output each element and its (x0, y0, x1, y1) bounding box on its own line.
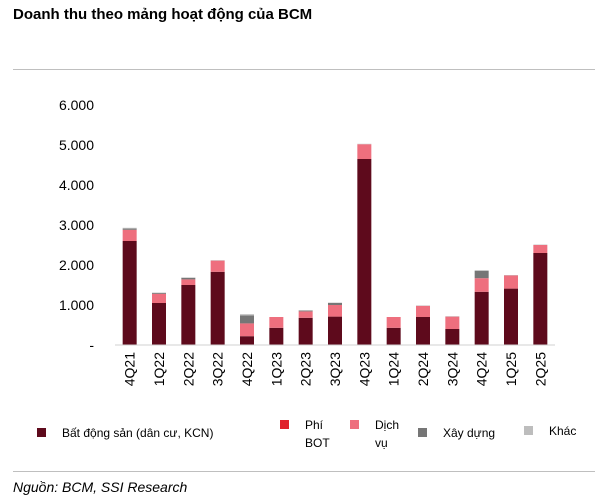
legend-item-bot-fee: Phí BOT (280, 416, 330, 452)
x-tick-label: 2Q25 (532, 352, 548, 386)
x-tick-label: 3Q23 (327, 352, 343, 386)
y-tick-label: 5.000 (59, 137, 94, 153)
bar-segment-3Q22-series-2 (210, 260, 225, 272)
x-tick-label: 1Q23 (268, 352, 284, 386)
bar-segment-4Q24-series-2 (474, 278, 489, 292)
bar-segment-2Q22-series-3 (181, 277, 196, 280)
legend: Bất động sản (dân cư, KCN) Phí BOT Dịch … (0, 418, 607, 470)
y-tick-label: - (89, 337, 94, 353)
legend-item-other: Khác (524, 422, 576, 440)
legend-swatch-real-estate (37, 428, 46, 437)
x-tick-label: 2Q22 (180, 352, 196, 386)
x-tick-label: 4Q24 (474, 352, 490, 386)
x-tick-label: 1Q24 (386, 352, 402, 386)
source-note: Nguồn: BCM, SSI Research (13, 479, 188, 495)
legend-label-other: Khác (549, 424, 577, 438)
bar-segment-2Q22-series-2 (181, 279, 196, 285)
legend-swatch-services (350, 420, 359, 429)
y-tick-label: 3.000 (59, 217, 94, 233)
bar-segment-1Q23-series-2 (269, 317, 284, 328)
bar-segment-3Q23-series-2 (328, 305, 342, 317)
legend-label-construction: Xây dựng (443, 426, 496, 440)
bar-segment-4Q21-series-2 (122, 229, 137, 241)
legend-label-services: Dịch vụ (375, 416, 399, 452)
bar-segment-1Q22-series-0 (152, 303, 166, 345)
x-tick-label: 2Q23 (298, 352, 314, 386)
bar-segment-4Q24-series-4 (474, 270, 489, 271)
legend-item-construction: Xây dựng (418, 424, 495, 442)
y-tick-label: 1.000 (59, 297, 94, 313)
bar-segment-3Q24-series-0 (445, 329, 460, 345)
bottom-divider (13, 471, 595, 472)
chart-canvas: - 1.000 2.000 3.000 4.000 5.000 6.000 4Q21 1Q22 2… (59, 97, 555, 386)
legend-label-bot-fee-line2: BOT (305, 436, 330, 450)
legend-swatch-construction (418, 428, 427, 437)
legend-label-real-estate: Bất động sản (dân cư, KCN) (62, 426, 214, 440)
bar-segment-4Q24-series-0 (474, 291, 489, 345)
bar-segment-1Q23-series-0 (269, 327, 284, 345)
x-tick-label: 1Q22 (151, 352, 167, 386)
bar-segment-4Q22-series-4 (240, 314, 254, 316)
bar-segment-4Q23-series-0 (357, 159, 372, 345)
x-tick-label: 3Q24 (444, 352, 460, 386)
bar-segment-1Q24-series-0 (386, 327, 401, 345)
x-tick-label: 4Q21 (122, 352, 138, 386)
x-tick-label: 4Q23 (356, 352, 372, 386)
bar-segment-2Q25-series-0 (533, 253, 548, 345)
y-tick-label: 2.000 (59, 257, 94, 273)
legend-label-bot-fee-line1: Phí (305, 418, 324, 432)
bar-segment-4Q23-series-2 (357, 144, 372, 159)
x-tick-label: 1Q25 (503, 352, 519, 386)
bar-segment-2Q23-series-0 (298, 317, 313, 345)
bar-segment-2Q23-series-3 (298, 310, 313, 312)
bar-segment-4Q21-series-3 (122, 228, 137, 230)
y-tick-label: 4.000 (59, 177, 94, 193)
bar-segment-4Q24-series-3 (474, 271, 489, 279)
legend-label-services-line1: Dịch (375, 418, 400, 432)
bar-segment-2Q22-series-0 (181, 285, 196, 345)
bar-segment-3Q23-series-0 (328, 316, 342, 345)
legend-item-real-estate: Bất động sản (dân cư, KCN) (37, 424, 213, 442)
bar-segment-4Q22-series-0 (240, 336, 254, 345)
bar-segment-1Q25-series-2 (504, 275, 518, 289)
top-divider (13, 69, 595, 70)
legend-label-services-line2: vụ (375, 436, 388, 450)
bar-segment-1Q25-series-0 (504, 288, 518, 345)
bar-segment-2Q24-series-0 (416, 317, 430, 345)
legend-swatch-other (524, 426, 533, 435)
bar-segment-1Q24-series-2 (386, 317, 401, 328)
y-tick-label: 6.000 (59, 97, 94, 113)
bar-segment-1Q22-series-3 (152, 293, 166, 294)
bar-segment-2Q23-series-2 (298, 311, 313, 318)
bar-segment-3Q24-series-2 (445, 316, 460, 329)
x-tick-label: 3Q22 (210, 352, 226, 386)
bar-segment-2Q25-series-2 (533, 245, 548, 253)
bar-segment-4Q21-series-0 (122, 241, 137, 345)
chart-title: Doanh thu theo mảng hoạt động của BCM (13, 6, 313, 23)
bar-segment-4Q22-series-3 (240, 315, 254, 324)
legend-label-bot-fee: Phí BOT (305, 416, 330, 452)
bar-segment-2Q24-series-2 (416, 305, 430, 317)
x-tick-label: 2Q24 (415, 352, 431, 386)
legend-swatch-bot-fee (280, 420, 289, 429)
bar-segment-3Q23-series-3 (328, 303, 342, 305)
bar-segment-1Q22-series-2 (152, 293, 166, 303)
bar-segment-4Q21-series-4 (122, 227, 137, 229)
bar-segment-4Q22-series-2 (240, 323, 254, 337)
bar-segment-3Q22-series-0 (210, 271, 225, 345)
legend-item-services: Dịch vụ (350, 416, 399, 452)
x-tick-label: 4Q22 (239, 352, 255, 386)
